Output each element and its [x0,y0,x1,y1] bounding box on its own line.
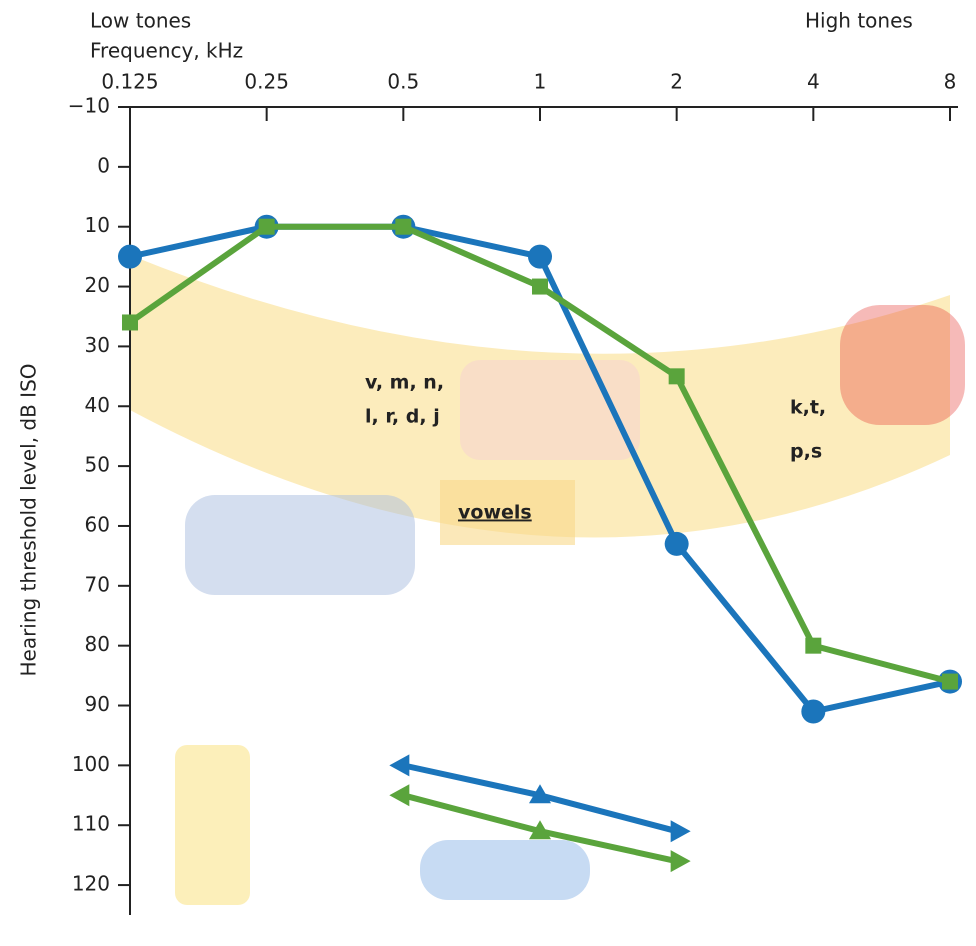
point [122,314,138,331]
speech-banana [130,255,950,538]
bird-illustration [840,305,965,425]
y-axis-title: Hearing threshold level, dB ISO [17,363,41,676]
y-tick-label: 90 [85,692,110,716]
y-tick-label: −10 [68,94,110,118]
header-left: Low tones [90,9,191,33]
x-tick-label: 0.25 [244,70,289,94]
x-tick-label: 8 [944,70,957,94]
point [532,278,548,295]
y-tick-label: 70 [85,572,110,596]
point [670,850,691,873]
point [389,784,410,807]
annotation: l, r, d, j [365,406,440,428]
y-tick-label: 20 [85,273,110,297]
x-tick-label: 0.125 [101,70,158,94]
header-right: High tones [805,9,913,33]
x-tick-label: 2 [670,70,683,94]
point [389,754,410,777]
annotation: k,t, [790,397,826,419]
annotation: p,s [790,441,822,463]
point [529,784,551,804]
y-tick-label: 10 [85,213,110,237]
point [529,820,551,840]
x-axis-title: Frequency, kHz [90,39,243,63]
vowel-region [440,480,575,545]
worker-illustration [175,745,250,905]
x-tick-label: 0.5 [387,70,419,94]
y-tick-label: 40 [85,393,110,417]
y-tick-label: 80 [85,632,110,656]
annotation: v, m, n, [365,372,444,394]
x-tick-label: 4 [807,70,820,94]
point [668,368,685,385]
y-tick-label: 60 [85,512,110,536]
point [118,244,142,269]
point [664,531,689,556]
point [801,699,826,724]
car-illustration [185,495,415,595]
point [670,820,691,843]
y-tick-label: 50 [85,453,110,477]
y-tick-label: 0 [97,153,110,177]
plane-illustration [420,840,590,900]
y-tick-label: 30 [85,333,110,357]
point [395,218,412,235]
y-tick-label: 120 [72,872,110,896]
point [942,673,958,690]
y-tick-label: 100 [72,752,110,776]
point [528,244,552,269]
x-tick-label: 1 [534,70,547,94]
point [258,218,275,235]
annotation: vowels [458,502,532,524]
y-tick-label: 110 [72,812,110,836]
people-illustration [460,360,640,460]
point [805,637,822,654]
